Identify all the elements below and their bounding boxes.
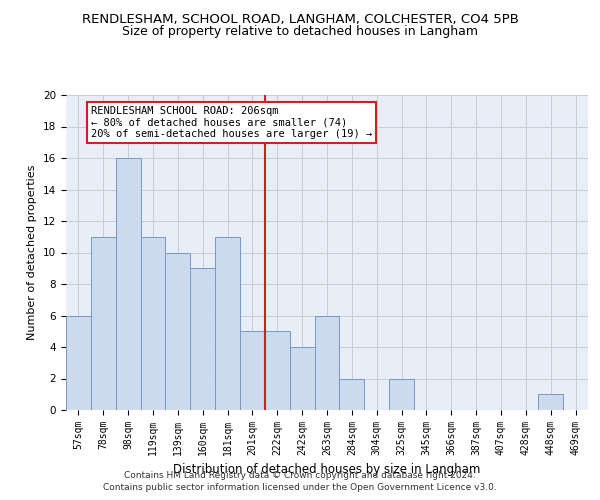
Bar: [314, 316, 340, 410]
Bar: [116, 158, 140, 410]
Bar: [215, 237, 240, 410]
Bar: [190, 268, 215, 410]
Bar: [166, 252, 190, 410]
Bar: [389, 378, 414, 410]
Bar: [91, 237, 116, 410]
Bar: [140, 237, 166, 410]
Bar: [66, 316, 91, 410]
Text: RENDLESHAM, SCHOOL ROAD, LANGHAM, COLCHESTER, CO4 5PB: RENDLESHAM, SCHOOL ROAD, LANGHAM, COLCHE…: [82, 12, 518, 26]
Text: Size of property relative to detached houses in Langham: Size of property relative to detached ho…: [122, 25, 478, 38]
Text: Contains HM Land Registry data © Crown copyright and database right 2024.
Contai: Contains HM Land Registry data © Crown c…: [103, 471, 497, 492]
Bar: [240, 331, 265, 410]
X-axis label: Distribution of detached houses by size in Langham: Distribution of detached houses by size …: [173, 464, 481, 476]
Bar: [290, 347, 314, 410]
Bar: [265, 331, 290, 410]
Y-axis label: Number of detached properties: Number of detached properties: [28, 165, 37, 340]
Bar: [538, 394, 563, 410]
Text: RENDLESHAM SCHOOL ROAD: 206sqm
← 80% of detached houses are smaller (74)
20% of : RENDLESHAM SCHOOL ROAD: 206sqm ← 80% of …: [91, 106, 372, 139]
Bar: [340, 378, 364, 410]
